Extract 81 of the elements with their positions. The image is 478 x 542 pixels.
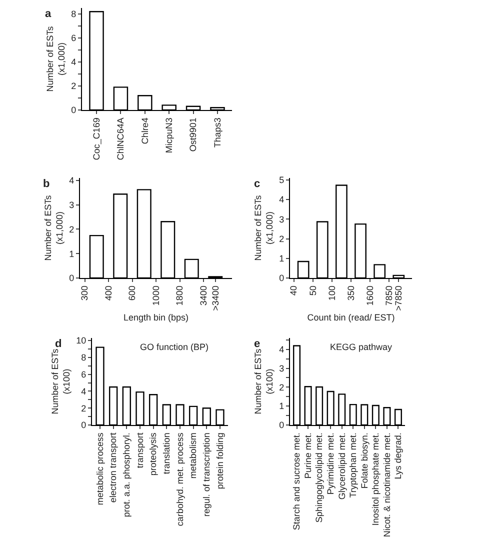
x-tick-label: Sphingoglycolipid met. [314,432,324,523]
x-tick-label: 100 [326,286,337,301]
x-tick-label: metabolic process [94,432,105,506]
y-axis-title: Number of ESTs (x100) [252,348,275,414]
x-tick-label: Inositol phosphate met. [370,432,381,526]
y-tick-label: 3 [279,214,284,224]
x-tick-label: transport [134,432,145,468]
x-tick-label: 7850 [384,286,394,306]
y-tick-label: 4 [81,386,86,396]
x-tick-label: proteolysis [148,432,158,476]
x-tick-label: 3400 [198,286,208,306]
y-tick-label: 0 [81,420,86,430]
x-tick-label: 50 [308,286,318,296]
text: d [55,338,62,350]
x-tick-label: 40 [288,286,299,296]
y-tick-label: 4 [69,176,74,186]
x-tick-label: >3400 [210,286,220,311]
y-tick-label: 0 [279,420,284,430]
x-tick-label: Thaps3 [212,118,222,148]
x-tick-label: 1600 [364,286,375,306]
y-tick-label: 2 [279,382,284,392]
y-tick-label: 1 [279,254,284,264]
x-tick-label: metabolism [188,432,198,479]
x-tick-label: protein folding [214,432,225,490]
y-tick-label: 1 [69,248,74,259]
x-tick-label: Glycerolipid met. [336,432,347,500]
x-tick-label: Nicot. & nicotinamide met. [382,432,392,538]
y-tick-label: 2 [69,224,74,234]
x-tick-label: Coc_C169 [91,118,102,160]
y-tick-label: 0 [71,105,76,116]
y-tick-label: 2 [71,81,76,92]
y-axis-title: Number of ESTs (x1,000) [44,26,67,92]
y-tick-label: 1 [279,401,284,412]
y-tick-label: 6 [81,369,86,380]
text: GO function (BP) [140,342,209,352]
x-tick-label: 400 [103,286,114,301]
y-tick-label: 0 [69,273,74,284]
chart-title: KEGG pathway [330,342,393,352]
y-tick-label: 4 [279,344,284,354]
x-tick-label: 1000 [150,286,161,306]
x-tick-label: 300 [80,286,90,301]
x-axis-title: Count bin (read/ EST) [307,312,395,323]
text: e [254,338,260,350]
y-tick-label: 6 [71,33,76,44]
x-tick-label: 1800 [174,286,185,306]
y-axis-title: Number of ESTs (x100) [50,348,72,414]
y-tick-label: 4 [279,194,284,205]
y-tick-label: 3 [69,200,74,210]
y-tick-label: 8 [71,9,76,20]
text: a [45,8,52,20]
y-tick-label: 3 [279,363,284,374]
y-tick-label: 8 [81,352,86,363]
y-axis-title: Number of ESTs (x1,000) [252,194,275,261]
x-tick-label: 350 [346,286,356,301]
x-tick-label: Starch and sucrose met. [292,432,302,530]
x-tick-label: ChlNC64A [116,118,126,160]
y-tick-label: 10 [76,336,86,346]
y-tick-label: 0 [279,273,284,284]
x-axis-title: Length bin (bps) [123,312,189,323]
x-tick-label: Pyrimidine met. [326,432,336,495]
x-tick-label: 600 [127,286,138,301]
x-tick-label: Chlre4 [140,118,150,144]
x-tick-label: Purine met. [302,432,313,479]
y-tick-label: 2 [81,403,86,414]
x-tick-label: prot. a.a. phosphoryl. [122,432,132,518]
x-tick-label: Lys degrad. [393,432,404,480]
y-tick-label: 2 [279,234,284,244]
x-tick-label: Ost9901 [188,118,198,152]
x-tick-label: Folate biosyn. [359,432,370,489]
x-tick-label: carbohyd. met. process [174,432,185,526]
y-tick-label: 4 [71,57,76,68]
x-tick-label: Tryptophan met. [348,432,358,498]
x-tick-label: regul. of transcription [202,432,212,517]
x-tick-label: electron transport [108,432,118,503]
x-tick-label: translation [162,432,172,474]
text: c [254,178,260,190]
text: b [43,178,50,190]
x-tick-label: >7850 [394,286,404,311]
x-tick-label: MicpuN3 [164,118,174,154]
y-axis-title: Number of ESTs (x1,000) [42,194,65,261]
y-tick-label: 5 [279,175,284,186]
